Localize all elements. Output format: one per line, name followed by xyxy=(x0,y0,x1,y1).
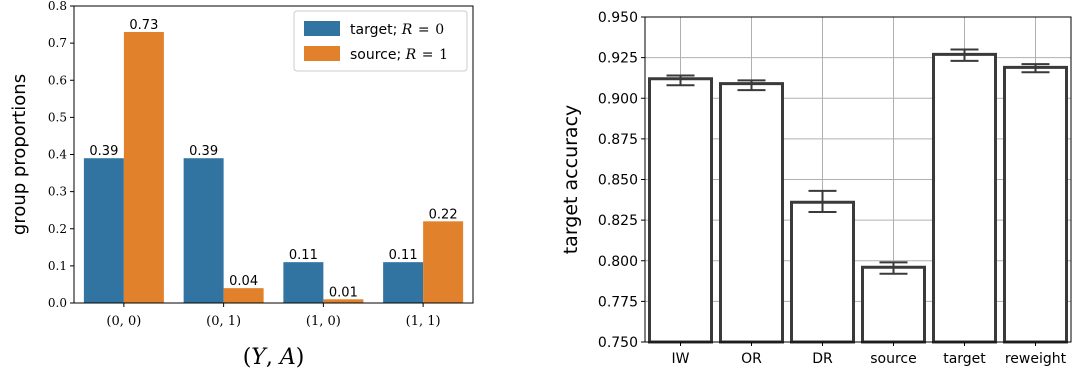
bar xyxy=(861,265,926,344)
data-label: 0.04 xyxy=(229,274,258,289)
data-label: 0.01 xyxy=(329,285,358,300)
x-tick-label: source xyxy=(870,351,917,367)
y-tick-label: 0.4 xyxy=(48,148,67,162)
y-tick-label: 0.850 xyxy=(598,173,638,189)
y-tick-label: 0.8 xyxy=(48,0,67,13)
y-tick-label: 0.5 xyxy=(48,110,67,124)
bar xyxy=(183,158,224,303)
y-tick-label: 0.950 xyxy=(598,10,638,26)
bar xyxy=(932,52,997,344)
x-tick-label: target xyxy=(943,351,986,367)
bar xyxy=(790,200,855,344)
y-tick-label: 0.925 xyxy=(598,51,638,67)
x-axis-label: (Y, A) xyxy=(243,345,305,370)
x-tick-label: (0, 1) xyxy=(206,314,241,329)
bar xyxy=(283,262,324,303)
y-tick-label: 0.6 xyxy=(48,73,67,87)
bar xyxy=(423,221,464,303)
y-tick-label: 0.825 xyxy=(598,213,638,229)
x-tick-label: (1, 1) xyxy=(406,314,441,329)
legend-swatch xyxy=(304,21,340,36)
bar xyxy=(123,31,164,304)
legend-label: source; R = 1 xyxy=(350,47,448,63)
x-tick-label: reweight xyxy=(1005,351,1067,367)
y-tick-label: 0.750 xyxy=(598,335,638,351)
y-tick-label: 0.2 xyxy=(48,222,67,236)
data-label: 0.39 xyxy=(189,144,218,159)
bar xyxy=(83,158,124,303)
y-axis-label: group proportions xyxy=(9,74,30,235)
y-tick-label: 0.800 xyxy=(598,254,638,270)
data-label: 0.39 xyxy=(89,144,118,159)
data-label: 0.22 xyxy=(429,207,458,222)
y-tick-label: 0.1 xyxy=(48,259,67,273)
bar xyxy=(323,299,364,303)
y-tick-label: 0.7 xyxy=(48,36,67,50)
bar xyxy=(223,288,264,303)
bar xyxy=(648,77,713,344)
data-label: 0.11 xyxy=(289,248,318,263)
x-tick-label: OR xyxy=(741,351,762,367)
y-tick-label: 0.775 xyxy=(598,294,638,310)
data-label: 0.73 xyxy=(129,18,158,33)
y-axis-label: target accuracy xyxy=(560,105,582,255)
y-tick-label: 0.900 xyxy=(598,91,638,107)
x-tick-label: (0, 0) xyxy=(106,314,141,329)
proportions-chart: 0.39 0.39 0.11 0.11 0.73 0.04 0.01 0.22 0.0 0.1 0.… xyxy=(9,0,474,370)
y-tick-label: 0.0 xyxy=(48,296,67,310)
x-tick-label: DR xyxy=(812,351,833,367)
accuracy-chart: 0.750 0.775 0.800 0.825 0.850 0.875 0.900 0.925… xyxy=(560,10,1072,367)
x-tick-label: (1, 0) xyxy=(306,314,341,329)
y-tick-label: 0.3 xyxy=(48,185,67,199)
bar xyxy=(383,262,424,303)
bar xyxy=(1003,65,1068,344)
bar xyxy=(719,82,784,344)
x-tick-label: IW xyxy=(672,351,690,367)
y-tick-label: 0.875 xyxy=(598,132,638,148)
legend-label: target; R = 0 xyxy=(350,22,444,38)
data-label: 0.11 xyxy=(389,248,418,263)
legend-swatch xyxy=(304,46,340,61)
